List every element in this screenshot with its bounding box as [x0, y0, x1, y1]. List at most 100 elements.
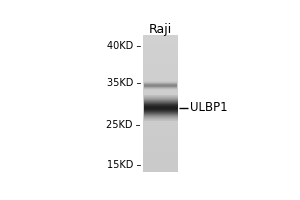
Bar	[143, 60, 178, 61]
Bar	[143, 83, 178, 84]
Bar	[143, 88, 178, 89]
Text: 25KD –: 25KD –	[106, 120, 141, 130]
Bar	[143, 108, 178, 109]
Bar	[143, 148, 178, 149]
Text: Raji: Raji	[149, 23, 172, 36]
Bar	[143, 101, 178, 102]
Bar	[143, 69, 178, 70]
Bar	[143, 79, 178, 80]
Bar	[143, 96, 178, 97]
Bar	[143, 58, 178, 59]
Bar	[143, 121, 178, 122]
Bar	[143, 147, 178, 148]
Bar	[143, 65, 178, 66]
Bar	[143, 82, 178, 83]
Bar	[143, 142, 178, 143]
Bar	[143, 129, 178, 130]
Bar	[143, 68, 178, 69]
Bar	[143, 109, 178, 110]
Bar	[143, 151, 178, 152]
Bar	[143, 159, 178, 160]
Bar	[143, 152, 178, 153]
Bar	[143, 114, 178, 115]
Bar	[143, 84, 178, 85]
Bar	[143, 35, 178, 36]
Bar	[143, 39, 178, 40]
Bar	[143, 45, 178, 46]
Bar	[143, 118, 178, 119]
Bar	[143, 78, 178, 79]
Bar	[143, 140, 178, 141]
Bar	[143, 98, 178, 99]
Bar	[143, 150, 178, 151]
Bar	[143, 149, 178, 150]
Bar	[143, 117, 178, 118]
Bar	[143, 85, 178, 86]
Bar	[143, 111, 178, 112]
Bar	[143, 36, 178, 37]
Bar	[143, 37, 178, 38]
Bar	[143, 170, 178, 171]
Bar	[143, 93, 178, 94]
Bar	[143, 122, 178, 123]
Bar	[143, 41, 178, 42]
Bar	[143, 89, 178, 90]
Bar	[143, 161, 178, 162]
Bar	[143, 135, 178, 136]
Bar	[143, 126, 178, 127]
Bar	[143, 165, 178, 166]
Bar	[143, 146, 178, 147]
Bar	[143, 54, 178, 55]
Bar	[143, 91, 178, 92]
Bar	[143, 81, 178, 82]
Bar	[143, 99, 178, 100]
Bar	[143, 42, 178, 43]
Bar	[143, 51, 178, 52]
Bar	[143, 162, 178, 163]
Bar	[143, 127, 178, 128]
Text: ULBP1: ULBP1	[190, 101, 227, 114]
Bar	[143, 59, 178, 60]
Bar	[143, 128, 178, 129]
Bar	[143, 120, 178, 121]
Bar	[143, 53, 178, 54]
Bar	[143, 90, 178, 91]
Bar	[143, 107, 178, 108]
Bar	[143, 48, 178, 49]
Bar	[143, 80, 178, 81]
Bar	[143, 94, 178, 95]
Bar	[143, 67, 178, 68]
Bar	[143, 137, 178, 138]
Bar	[143, 102, 178, 103]
Bar	[143, 116, 178, 117]
Bar	[143, 49, 178, 50]
Bar	[143, 169, 178, 170]
Bar	[143, 157, 178, 158]
Bar	[143, 97, 178, 98]
Bar	[143, 144, 178, 145]
Bar	[143, 50, 178, 51]
Bar	[143, 56, 178, 57]
Bar	[143, 47, 178, 48]
Bar	[143, 100, 178, 101]
Bar	[143, 61, 178, 62]
Bar	[143, 138, 178, 139]
Bar	[143, 57, 178, 58]
Bar	[143, 46, 178, 47]
Bar	[143, 124, 178, 125]
Bar	[143, 130, 178, 131]
Bar	[143, 86, 178, 87]
Bar	[143, 158, 178, 159]
Bar	[143, 123, 178, 124]
Bar	[143, 110, 178, 111]
Bar	[143, 136, 178, 137]
Bar	[143, 113, 178, 114]
Bar	[143, 55, 178, 56]
Bar	[143, 75, 178, 76]
Bar	[143, 125, 178, 126]
Bar	[143, 64, 178, 65]
Bar	[143, 43, 178, 44]
Bar	[143, 77, 178, 78]
Bar	[143, 38, 178, 39]
Bar	[143, 70, 178, 71]
